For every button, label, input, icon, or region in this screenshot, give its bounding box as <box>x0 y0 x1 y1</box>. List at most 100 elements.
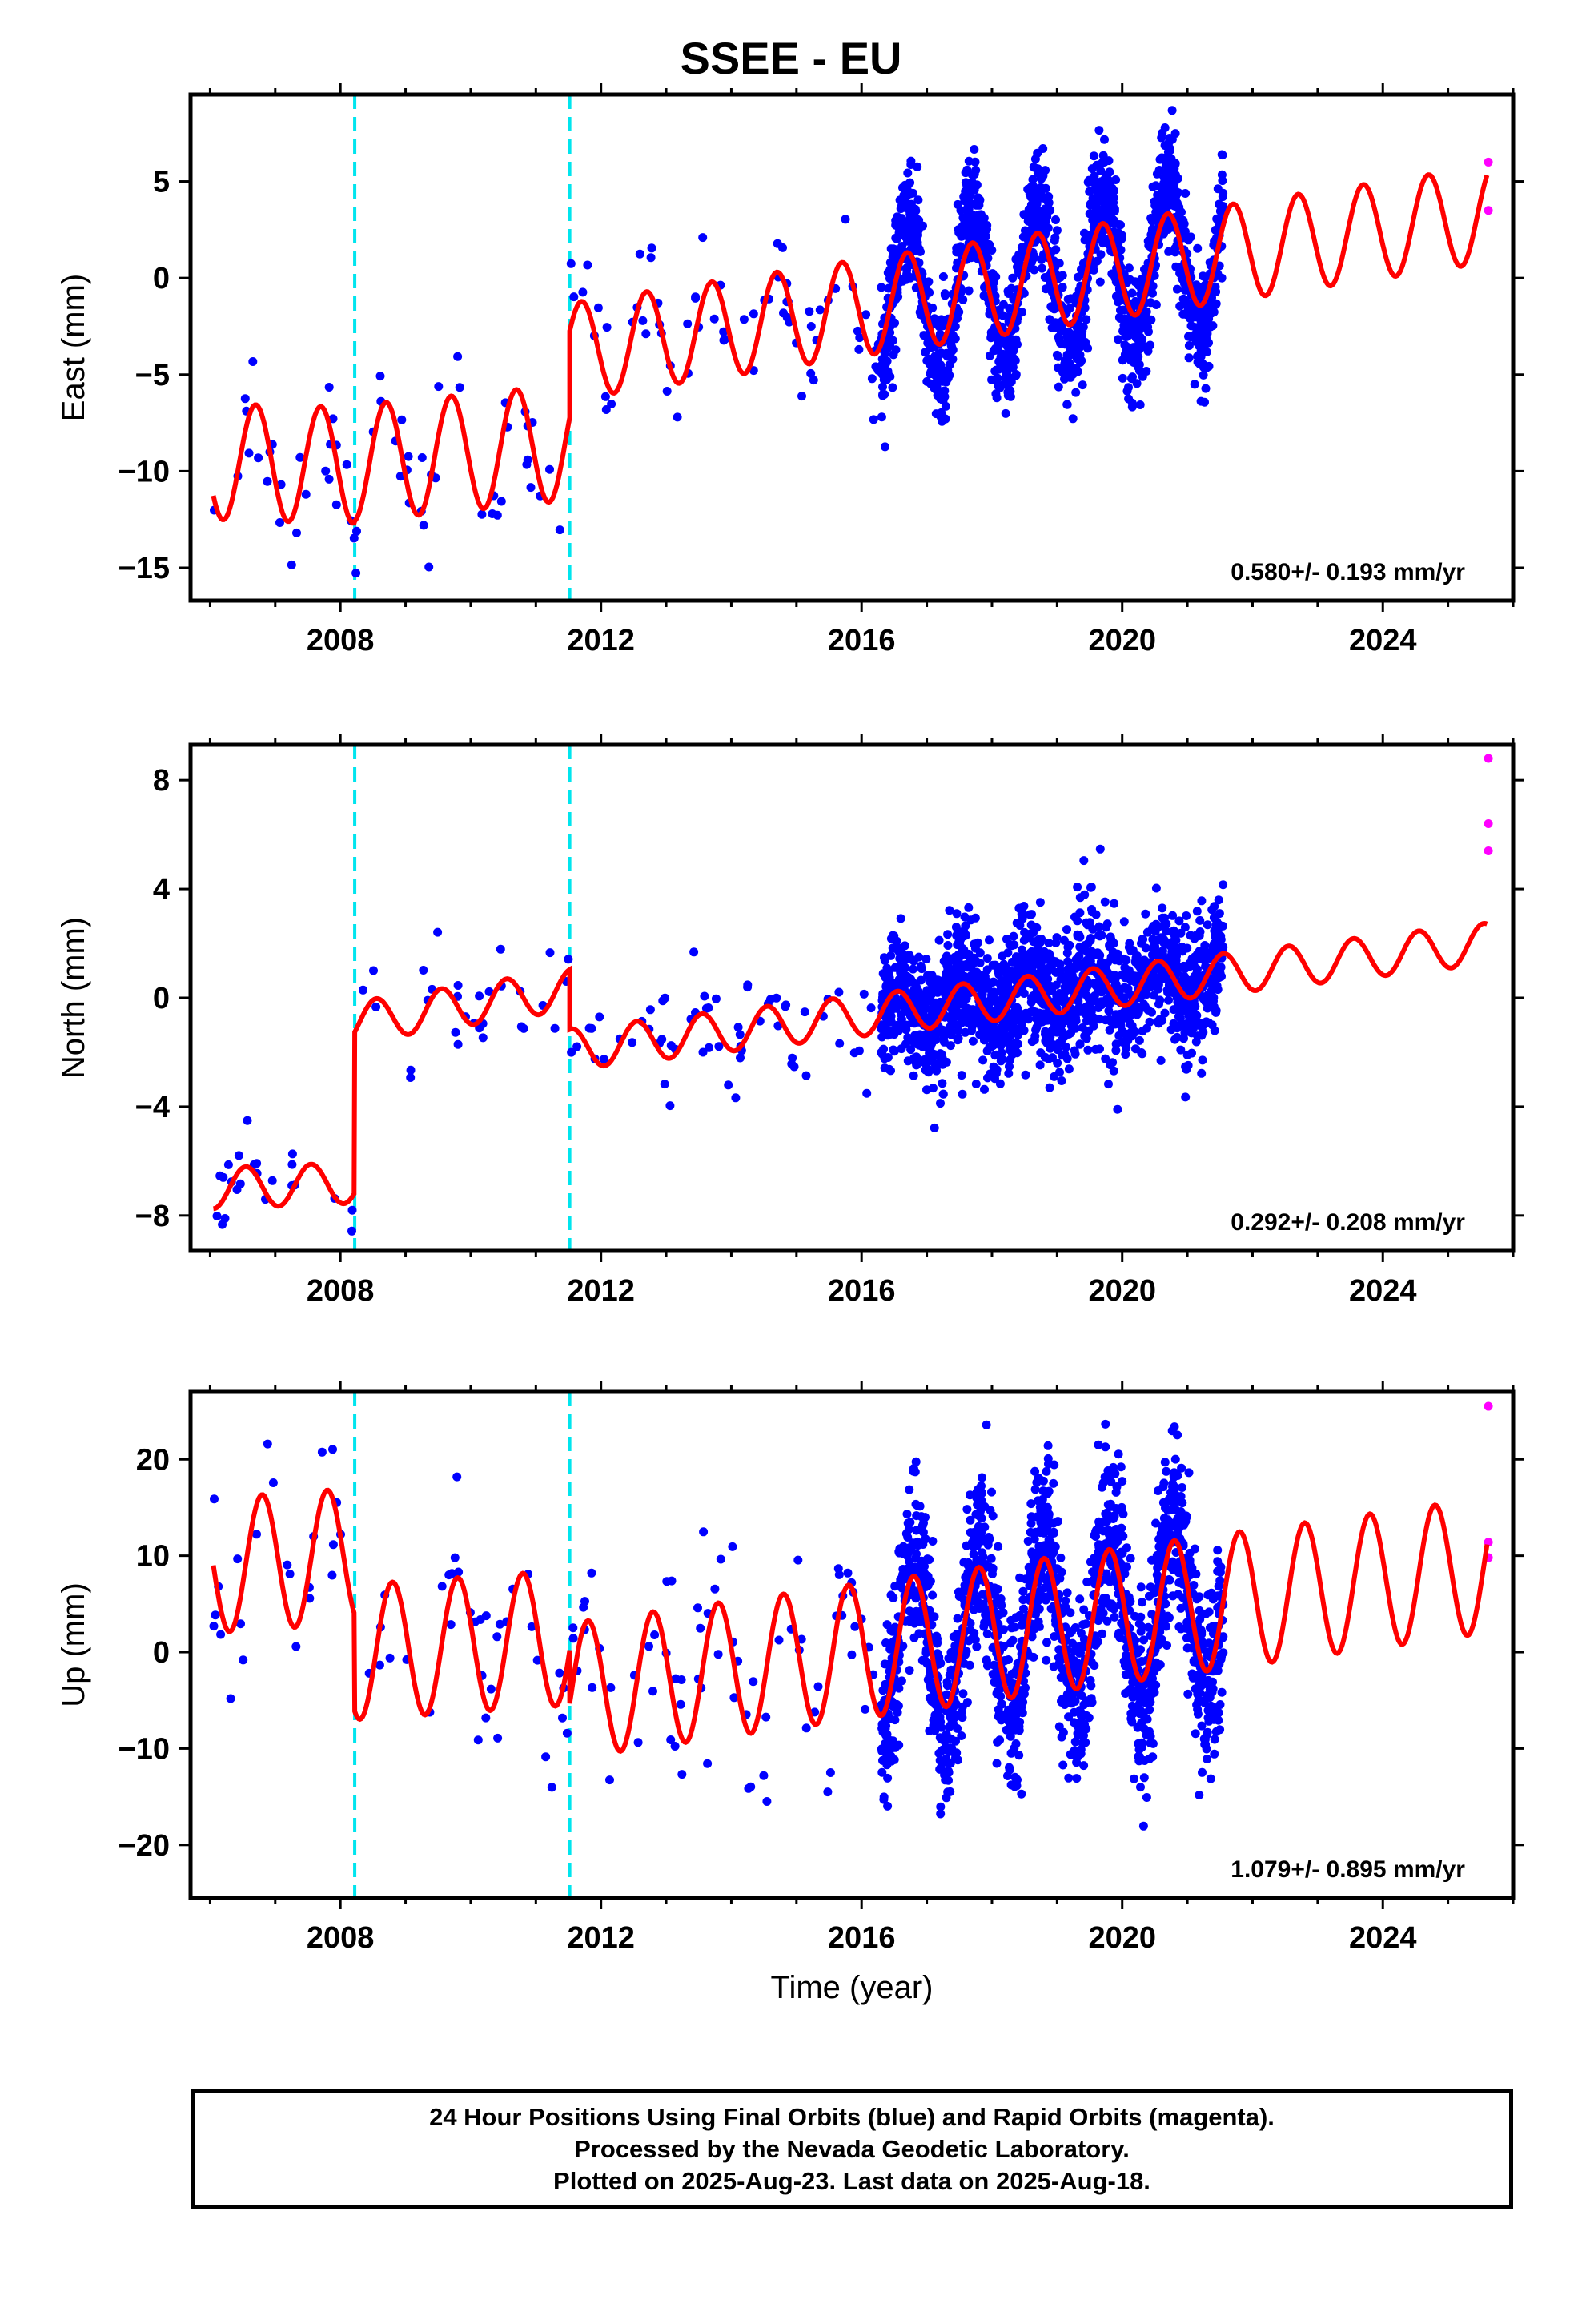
data-point <box>244 448 254 458</box>
data-point <box>1151 300 1161 309</box>
data-point <box>1197 896 1207 906</box>
data-point <box>928 982 938 991</box>
data-point <box>1170 943 1179 951</box>
data-point <box>974 197 984 207</box>
data-point <box>1063 965 1072 974</box>
data-point <box>1155 155 1165 164</box>
data-point <box>1047 1039 1057 1049</box>
data-point <box>913 988 922 998</box>
data-point <box>815 305 825 315</box>
data-point <box>234 1151 243 1160</box>
data-point <box>647 243 656 253</box>
data-point <box>882 375 891 384</box>
data-point <box>797 392 806 401</box>
data-point <box>1042 955 1051 964</box>
data-point <box>1186 232 1195 242</box>
data-point <box>493 1733 503 1743</box>
data-point <box>1175 301 1185 311</box>
data-point <box>700 991 709 1001</box>
data-point <box>892 963 901 972</box>
data-point <box>994 338 1003 348</box>
data-point <box>454 1567 464 1577</box>
data-point <box>1043 1441 1053 1450</box>
data-point <box>1057 1076 1066 1085</box>
data-point <box>958 295 968 304</box>
data-point <box>1214 1708 1223 1718</box>
data-point <box>633 1738 643 1747</box>
data-point <box>1030 1548 1040 1558</box>
data-point <box>975 984 985 994</box>
data-point <box>1216 1562 1226 1572</box>
data-point <box>1035 898 1045 907</box>
data-point <box>1162 1466 1171 1476</box>
data-point <box>1172 951 1181 961</box>
data-point <box>739 315 749 324</box>
data-point <box>1078 380 1087 390</box>
data-point <box>239 1655 248 1665</box>
data-point <box>987 1487 996 1497</box>
data-point <box>993 373 1002 383</box>
data-point <box>481 1713 491 1723</box>
data-point <box>992 393 1002 403</box>
data-point <box>252 1159 262 1168</box>
data-point <box>801 1723 811 1733</box>
data-point <box>1171 935 1181 945</box>
data-point <box>233 1554 243 1564</box>
data-point <box>1009 1018 1018 1027</box>
data-point <box>1012 1003 1022 1012</box>
data-point <box>1191 975 1201 984</box>
data-point <box>453 1039 463 1049</box>
data-point <box>1111 1039 1121 1049</box>
data-point <box>878 390 888 399</box>
data-point <box>1068 1638 1078 1648</box>
data-point <box>886 1066 895 1076</box>
data-point <box>1164 179 1174 188</box>
data-point <box>877 367 886 376</box>
data-point <box>944 1654 954 1663</box>
data-point <box>1091 201 1101 211</box>
data-point <box>1080 1009 1090 1019</box>
data-point <box>1096 250 1106 259</box>
data-point <box>1090 171 1099 181</box>
data-point <box>1162 919 1171 929</box>
data-point <box>1015 254 1024 263</box>
data-point <box>1015 921 1025 930</box>
data-point <box>1061 1016 1070 1026</box>
data-point <box>605 1775 614 1785</box>
data-point <box>910 204 920 214</box>
data-point <box>1057 1567 1066 1577</box>
data-point <box>650 1630 660 1639</box>
data-point <box>1191 306 1201 316</box>
data-point <box>995 1079 1005 1088</box>
data-point <box>1079 1761 1089 1771</box>
data-point <box>1030 1485 1040 1494</box>
data-point <box>1005 342 1014 352</box>
data-point <box>1078 1023 1087 1032</box>
data-point <box>1030 995 1039 1004</box>
data-point <box>1195 915 1205 925</box>
data-point <box>1153 190 1162 199</box>
data-point <box>1113 1104 1122 1114</box>
data-point <box>1064 1773 1074 1783</box>
x-tick-label: 2012 <box>567 624 635 657</box>
data-point <box>607 400 616 408</box>
data-point <box>724 1080 733 1090</box>
data-point <box>1056 326 1066 336</box>
data-point <box>978 1055 988 1065</box>
data-point <box>628 1038 637 1047</box>
data-point <box>1026 183 1035 192</box>
data-point <box>1138 935 1148 944</box>
data-point <box>268 1478 278 1487</box>
data-point <box>1098 1629 1107 1638</box>
data-point <box>1158 128 1167 138</box>
data-point <box>989 977 998 987</box>
data-point <box>263 476 272 486</box>
data-point <box>397 415 407 424</box>
data-point <box>215 1171 225 1180</box>
data-point <box>434 382 444 392</box>
data-point <box>1063 957 1073 967</box>
data-point <box>701 1003 711 1013</box>
data-point <box>1135 400 1145 409</box>
data-point <box>1028 1006 1038 1015</box>
data-point <box>699 1527 709 1537</box>
